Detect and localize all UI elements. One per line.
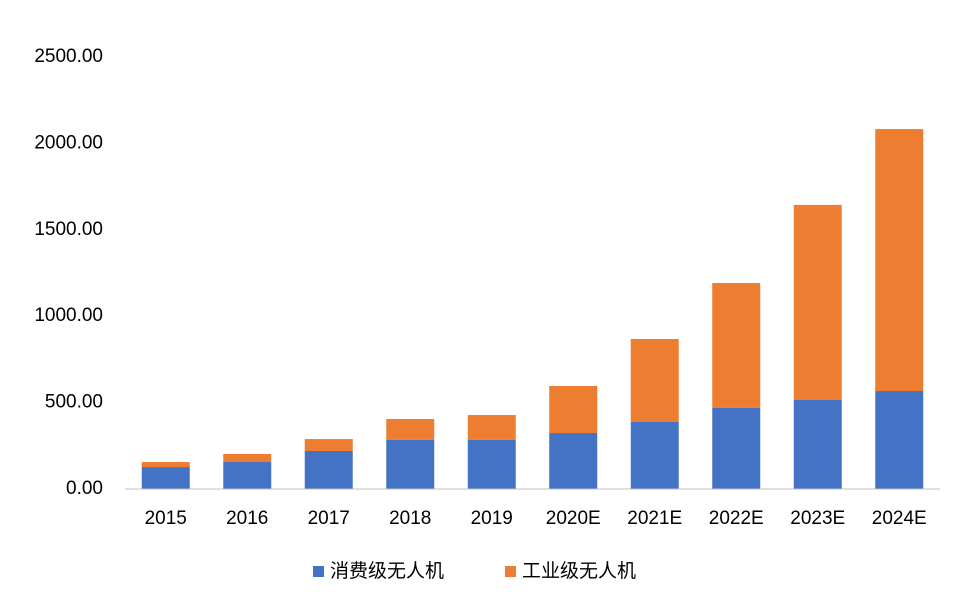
bar-segment bbox=[141, 467, 190, 489]
y-tick-label: 0.00 bbox=[66, 478, 103, 499]
bar-segment bbox=[467, 415, 516, 440]
bar-segment bbox=[549, 386, 598, 434]
x-tick-label: 2021E bbox=[627, 508, 682, 529]
bar-segment bbox=[549, 433, 598, 489]
x-tick-label: 2020E bbox=[546, 508, 601, 529]
y-tick-label: 1500.00 bbox=[34, 219, 103, 240]
bar-segment bbox=[793, 204, 842, 401]
x-tick-label: 2015 bbox=[145, 508, 187, 529]
x-tick-label: 2023E bbox=[790, 508, 845, 529]
y-tick-label: 500.00 bbox=[45, 392, 103, 413]
x-tick-label: 2022E bbox=[709, 508, 764, 529]
bar-segment bbox=[386, 419, 435, 440]
bar-segment bbox=[630, 339, 679, 422]
bar-segment bbox=[875, 391, 924, 489]
x-tick-label: 2019 bbox=[471, 508, 513, 529]
bar-segment bbox=[793, 400, 842, 489]
bar-segment bbox=[304, 450, 353, 489]
legend-swatch bbox=[313, 566, 324, 577]
bar-segment bbox=[386, 439, 435, 489]
legend-label: 工业级无人机 bbox=[522, 560, 636, 582]
x-tick-label: 2017 bbox=[308, 508, 350, 529]
bar-segment bbox=[223, 462, 272, 489]
x-tick-label: 2018 bbox=[389, 508, 431, 529]
y-tick-label: 2500.00 bbox=[34, 46, 103, 67]
legend-label: 消费级无人机 bbox=[330, 560, 444, 582]
bar-segment bbox=[141, 462, 190, 468]
y-tick-label: 2000.00 bbox=[34, 132, 103, 153]
bar-segment bbox=[875, 129, 924, 392]
bar-segment bbox=[712, 283, 761, 408]
bar-segment bbox=[712, 407, 761, 489]
bar-segment bbox=[223, 453, 272, 463]
x-tick-label: 2024E bbox=[872, 508, 927, 529]
bar-segment bbox=[304, 439, 353, 451]
legend-swatch bbox=[505, 566, 516, 577]
bar-segment bbox=[630, 421, 679, 489]
bar-segment bbox=[467, 439, 516, 489]
x-tick-label: 2016 bbox=[226, 508, 268, 529]
y-tick-label: 1000.00 bbox=[34, 305, 103, 326]
